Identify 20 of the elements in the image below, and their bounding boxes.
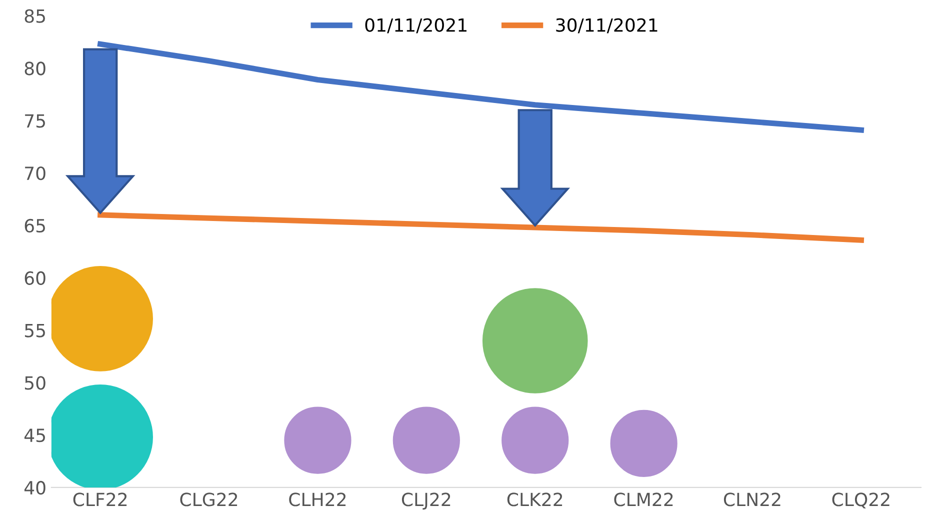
x-tick-label: CLF22: [73, 492, 127, 506]
x-tick-label: CLG22: [180, 492, 238, 506]
x-tick-label: CLQ22: [832, 492, 890, 508]
y-tick-label: 60: [24, 271, 46, 285]
y-tick-label: 50: [24, 376, 46, 390]
y-tick-label: 55: [24, 324, 45, 338]
y-tick-label: 75: [25, 114, 45, 128]
y-tick-label: 80: [24, 62, 46, 76]
y-tick-label: 45: [24, 428, 45, 442]
legend-label: 30/11/2021: [556, 18, 658, 34]
x-tick-label: CLM22: [614, 492, 673, 506]
y-tick-label: 65: [24, 218, 45, 233]
x-tick-label: CLN22: [724, 492, 780, 506]
y-tick-label: 40: [24, 480, 46, 495]
x-tick-label: CLH22: [289, 492, 346, 506]
legend-label: 01/11/2021: [365, 18, 466, 34]
y-tick-label: 70: [25, 166, 46, 180]
x-tick-label: CLJ22: [402, 492, 450, 510]
y-tick-label: 85: [24, 9, 45, 23]
x-tick-label: CLK22: [507, 492, 562, 506]
